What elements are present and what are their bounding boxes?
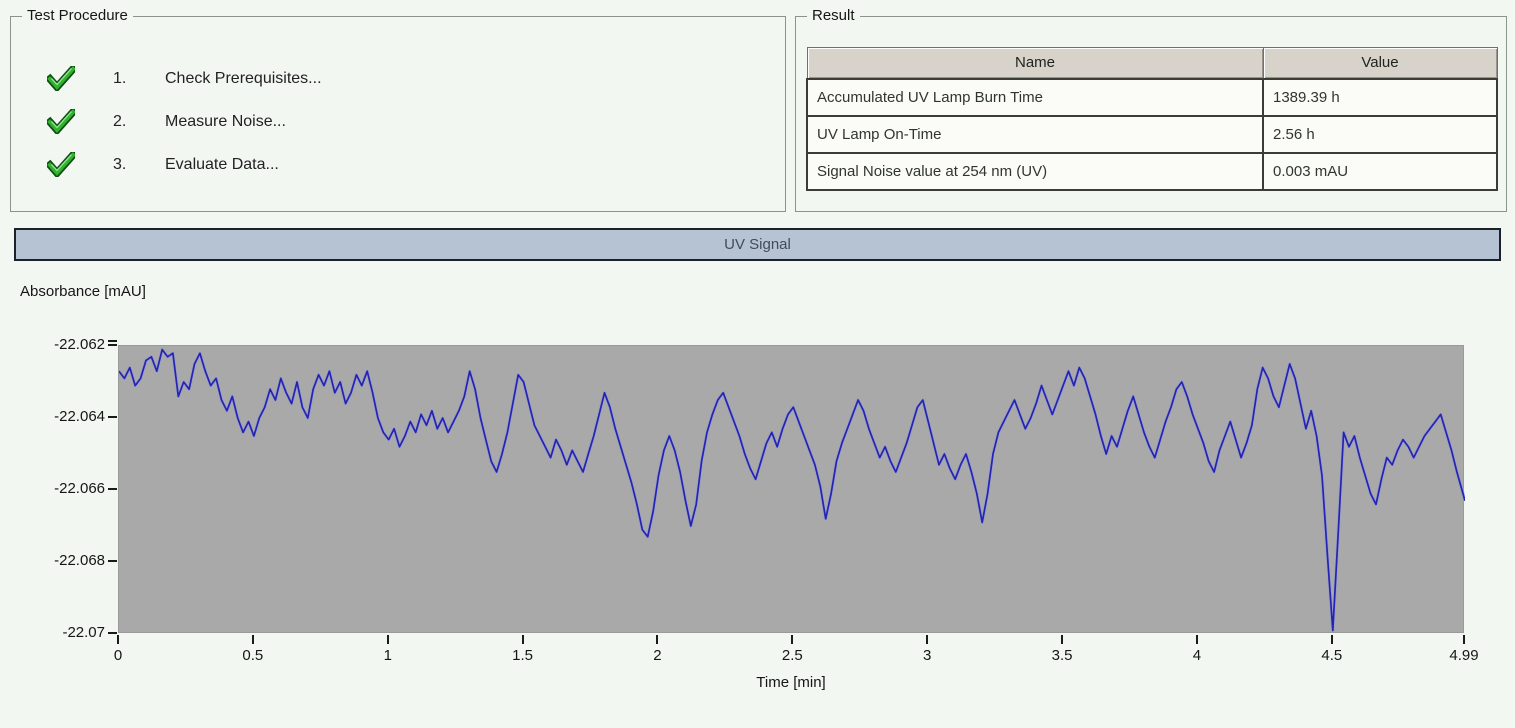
procedure-step[interactable]: 3. Evaluate Data... [47,143,322,186]
green-check-icon [47,109,77,135]
result-name-cell: UV Lamp On-Time [806,114,1264,154]
x-tick-label: 2.5 [781,647,803,664]
y-tick-label: -22.068 [54,552,105,569]
y-tick-mark [108,632,117,634]
test-procedure-group: Test Procedure 1. Check Prerequisites... 2… [10,7,786,212]
result-value-cell: 1389.39 h [1262,77,1498,117]
step-number: 2. [113,112,127,130]
uv-signal-section-header[interactable]: UV Signal [14,228,1501,261]
result-table-header-row: Name Value [806,47,1498,79]
x-axis-title: Time [min] [756,674,826,691]
y-tick-label: -22.066 [54,480,105,497]
x-tick-label: 4.5 [1321,647,1343,664]
green-check-icon [47,66,77,92]
result-value-cell: 2.56 h [1262,114,1498,154]
result-name-cell: Accumulated UV Lamp Burn Time [806,77,1264,117]
x-tick-mark [1463,635,1465,644]
uv-signal-section-label: UV Signal [724,236,791,253]
green-check-icon [47,152,77,178]
x-tick-mark [521,635,524,644]
x-tick-mark [1061,635,1064,644]
y-tick-label: -22.064 [54,408,105,425]
x-tick-label: 0 [113,647,123,664]
step-label: Check Prerequisites... [165,69,322,87]
x-tick-label: 4 [1192,647,1202,664]
step-label: Measure Noise... [165,112,286,130]
y-tick-mark [108,344,117,346]
x-tick-label: 1.5 [512,647,534,664]
x-tick-label: 2 [653,647,662,664]
y-tick-label: -22.07 [62,624,105,641]
step-number: 3. [113,155,127,173]
result-row: Signal Noise value at 254 nm (UV) 0.003 m… [806,151,1498,191]
x-tick-label: 4.99 [1449,647,1479,664]
result-name-cell: Signal Noise value at 254 nm (UV) [806,151,1264,191]
x-tick-mark [1330,635,1333,644]
result-group: Result Name Value Accumulated UV Lamp Bur… [795,7,1507,212]
signal-trace-svg [119,347,1465,633]
x-tick-mark [386,635,389,644]
result-title: Result [807,7,860,24]
x-tick-label: 3 [923,647,932,664]
result-row: Accumulated UV Lamp Burn Time 1389.39 h [806,77,1498,117]
step-number: 1. [113,69,127,87]
test-procedure-title: Test Procedure [22,7,133,24]
x-tick-mark [1195,635,1198,644]
x-tick-mark [926,635,929,644]
y-axis-title: Absorbance [mAU] [20,283,146,300]
y-tick-label: -22.062 [54,336,105,353]
procedure-step[interactable]: 1. Check Prerequisites... [47,57,322,100]
x-tick-mark [251,635,254,644]
y-tick-mark [108,488,117,490]
y-tick-mark [108,416,117,418]
x-tick-label: 1 [383,647,392,664]
signal-plot-area[interactable] [118,345,1465,633]
result-row: UV Lamp On-Time 2.56 h [806,114,1498,154]
result-column-header: Value [1262,47,1498,79]
result-column-header: Name [806,47,1264,79]
y-tick-mark [108,560,117,562]
x-tick-mark [656,635,659,644]
x-tick-label: 3.5 [1051,647,1073,664]
result-table: Name Value Accumulated UV Lamp Burn Time 1… [806,47,1498,191]
x-tick-mark [791,635,794,644]
procedure-step[interactable]: 2. Measure Noise... [47,100,322,143]
x-tick-label: 0.5 [242,647,264,664]
x-tick-mark [117,635,119,644]
step-label: Evaluate Data... [165,155,279,173]
test-procedure-steps: 1. Check Prerequisites... 2. Measure Noise.… [47,57,322,186]
result-value-cell: 0.003 mAU [1262,151,1498,191]
